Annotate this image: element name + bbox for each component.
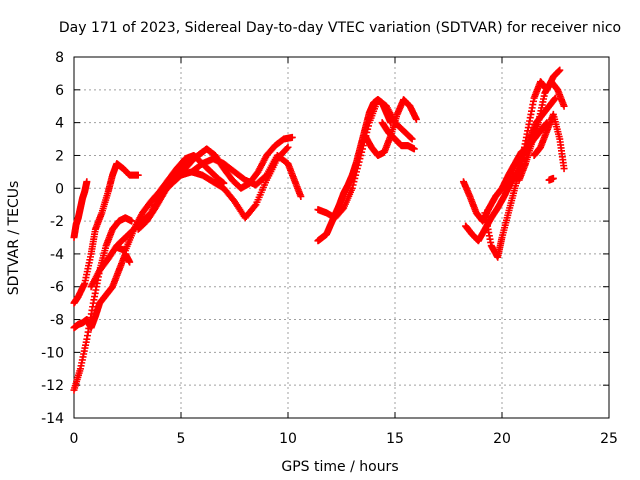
x-tick-label: 5 — [177, 431, 186, 447]
data-point — [350, 178, 358, 186]
data-point — [284, 143, 292, 151]
y-tick-label: -2 — [50, 214, 64, 230]
data-point — [358, 148, 366, 156]
data-point — [407, 134, 415, 142]
data-point — [412, 115, 420, 123]
y-tick-label: 2 — [55, 148, 64, 164]
data-point — [357, 151, 365, 159]
data-points — [70, 66, 568, 394]
data-point — [355, 158, 363, 166]
x-axis-label: GPS time / hours — [281, 459, 398, 475]
data-point — [560, 102, 568, 110]
data-point — [549, 174, 557, 182]
data-point — [251, 202, 259, 210]
y-tick-label: -4 — [50, 247, 64, 263]
data-point — [358, 145, 366, 153]
data-point — [297, 192, 305, 200]
data-point — [354, 161, 362, 169]
data-point — [556, 66, 564, 74]
data-point — [288, 133, 296, 141]
axis-ticks: -14 -12 -10 -8 -6 -4 -2 0 2 4 6 8 0 5 10 15 20 25 — [41, 50, 618, 447]
data-point — [126, 258, 134, 266]
data-point — [364, 125, 372, 133]
y-tick-label: -8 — [50, 313, 64, 329]
x-tick-label: 0 — [70, 431, 79, 447]
data-point — [352, 171, 360, 179]
y-tick-label: -12 — [41, 378, 64, 394]
y-axis-label: SDTVAR / TECUs — [6, 181, 22, 296]
y-tick-label: -6 — [50, 280, 64, 296]
chart-title: Day 171 of 2023, Sidereal Day-to-day VTE… — [59, 20, 621, 36]
y-tick-label: 8 — [55, 50, 64, 66]
data-point — [348, 184, 356, 192]
x-tick-label: 15 — [386, 431, 404, 447]
data-point — [83, 178, 91, 186]
data-point — [353, 165, 361, 173]
x-tick-label: 10 — [279, 431, 297, 447]
data-point — [283, 144, 291, 152]
data-point — [351, 174, 359, 182]
y-tick-label: 6 — [55, 83, 64, 99]
data-point — [408, 135, 416, 143]
data-point — [134, 171, 142, 179]
data-point — [356, 155, 364, 163]
data-point — [364, 122, 372, 130]
data-point — [352, 168, 360, 176]
data-point — [410, 145, 418, 153]
data-point — [359, 142, 367, 150]
y-tick-label: 0 — [55, 181, 64, 197]
y-tick-label: -14 — [41, 411, 64, 427]
data-point — [349, 181, 357, 189]
y-tick-label: 4 — [55, 116, 64, 132]
data-point — [128, 217, 136, 225]
y-tick-label: -10 — [41, 345, 64, 361]
x-tick-label: 25 — [600, 431, 618, 447]
data-point — [560, 165, 568, 173]
x-tick-label: 20 — [493, 431, 511, 447]
